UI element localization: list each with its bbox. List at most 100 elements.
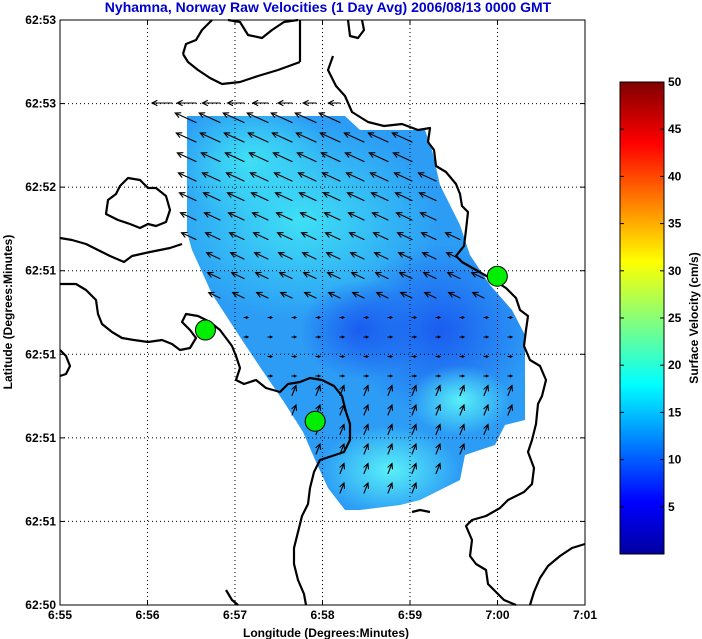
velocity-arrow [180,232,197,241]
y-axis-label: Latitude (Degrees:Minutes) [1,235,15,390]
velocity-arrow [224,152,245,163]
velocity-arrow [177,172,197,182]
velocity-arrow [295,132,317,143]
y-tick-label: 62:53 [25,13,56,27]
y-tick-label: 62:52 [25,180,56,194]
velocity-arrow [315,355,322,358]
colorbar-tick-label: 20 [668,358,682,372]
velocity-arrow [227,212,245,221]
velocity-arrow [387,384,393,397]
velocity-arrow [435,384,441,397]
velocity-arrow [363,423,369,436]
velocity-arrow [418,192,437,202]
velocity-arrow [202,192,221,202]
x-tick-label: 6:58 [310,608,334,622]
velocity-arrow [254,271,269,280]
velocity-arrow [444,232,461,241]
velocity-arrow [175,132,197,143]
velocity-arrow [348,232,365,241]
velocity-arrow [150,99,173,107]
velocity-arrow [369,172,389,182]
velocity-arrow [363,335,370,339]
velocity-arrow [372,232,389,241]
velocity-arrow [201,99,221,107]
velocity-arrow [459,423,465,436]
velocity-arrow [483,374,490,378]
velocity-arrow [315,335,322,339]
velocity-arrow [392,152,413,163]
x-tick-label: 6:57 [223,608,247,622]
velocity-arrow [343,132,365,143]
velocity-arrow [363,355,370,358]
velocity-arrow [178,192,197,202]
velocity-arrow [422,271,437,280]
velocity-arrow [507,316,514,319]
velocity-arrow [344,152,365,163]
velocity-arrow [435,423,441,436]
velocity-arrow [396,232,413,241]
velocity-arrow [363,316,370,319]
velocity-arrow [470,271,485,280]
velocity-arrow [299,212,317,221]
velocity-arrow [225,172,245,182]
velocity-arrow [483,335,490,339]
velocity-arrow [339,374,346,378]
velocity-arrow [291,374,298,378]
velocity-arrow [255,291,269,299]
colorbar-tick-label: 5 [668,500,675,514]
radar-stations [194,265,508,432]
velocity-arrow [278,271,293,280]
velocity-arrow [251,99,269,107]
velocity-arrow [507,374,514,378]
velocity-arrow [411,374,418,378]
velocity-arrow [275,212,293,221]
velocity-arrow [483,384,489,397]
y-tick-label: 62:51 [25,431,56,445]
velocity-arrow [395,212,413,221]
velocity-arrow [251,212,269,221]
velocity-arrow [483,403,489,416]
velocity-arrow [302,271,317,280]
velocity-arrow [321,172,341,182]
y-tick-label: 62:50 [25,598,56,612]
colorbar-tick-label: 10 [668,453,682,467]
velocity-arrow [391,132,413,143]
velocity-arrow [276,232,293,241]
velocity-arrow [300,232,317,241]
velocity-arrow [206,271,221,280]
velocity-arrow [397,251,413,260]
x-tick-label: 6:55 [48,608,72,622]
velocity-arrow [303,291,317,299]
velocity-arrow [387,403,393,416]
velocity-arrow [423,291,437,299]
velocity-arrow [267,316,274,319]
colorbar-tick-label: 35 [668,217,682,231]
velocity-arrow [277,251,293,260]
velocity-arrow [231,291,245,299]
velocity-arrow [387,442,393,455]
chart-title: Nyhamna, Norway Raw Velocities (1 Day Av… [105,0,552,15]
velocity-arrow [459,384,465,397]
velocity-arrow [349,251,365,260]
velocity-arrow [419,212,437,221]
colorbar-ticks: 5 10 15 20 25 30 35 40 45 50 [620,75,682,514]
velocity-arrow [368,152,389,163]
velocity-arrow [315,442,321,455]
velocity-arrow [203,212,221,221]
velocity-vectors [150,99,514,494]
velocity-arrow [291,403,297,416]
velocity-arrow [459,316,466,319]
radar-station-marker [486,265,508,287]
velocity-arrow [201,172,221,182]
velocity-arrow [248,152,269,163]
velocity-arrow [459,374,466,378]
velocity-arrow [420,232,437,241]
x-tick-label: 6:56 [135,608,159,622]
velocity-arrow [230,271,245,280]
velocity-arrow [435,374,442,378]
velocity-arrow [411,316,418,319]
velocity-arrow [207,291,221,299]
velocity-arrow [363,462,369,475]
velocity-arrow [459,442,465,455]
velocity-arrow [243,335,250,339]
